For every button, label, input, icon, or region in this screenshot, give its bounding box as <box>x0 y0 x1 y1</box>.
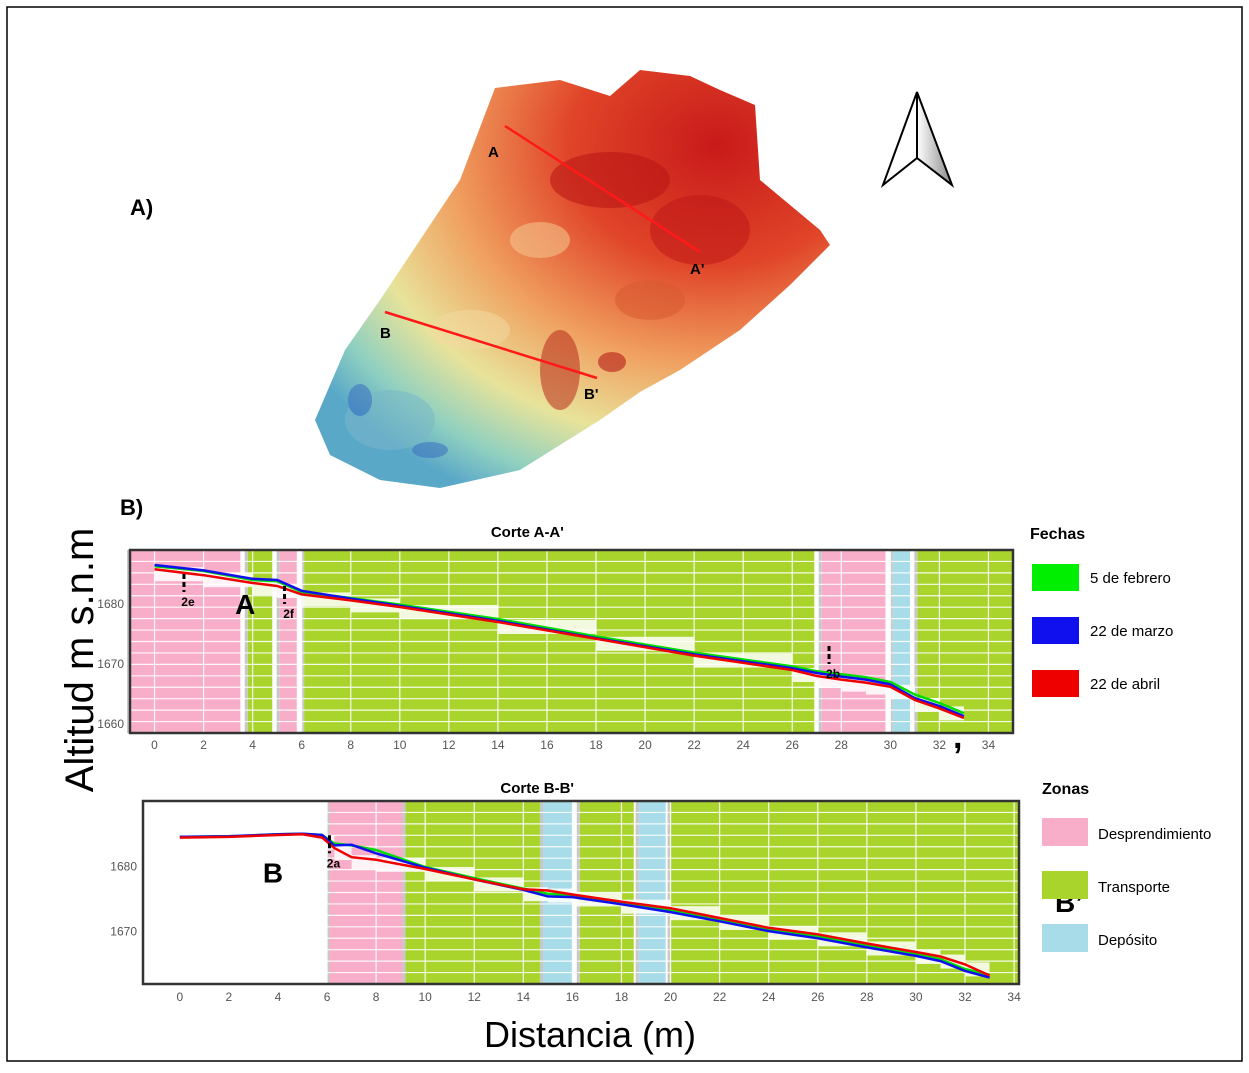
section-line-a <box>504 124 701 254</box>
x-tick-label: 22 <box>713 990 727 1004</box>
y-tick-label: 1680 <box>97 597 124 611</box>
legend-fechas-label: 5 de febrero <box>1090 570 1171 587</box>
x-tick-label: 32 <box>933 738 947 752</box>
stray-mark: , <box>953 718 962 756</box>
x-tick-label: 16 <box>540 738 554 752</box>
x-tick-label: 6 <box>324 990 331 1004</box>
chart-corte-bb: 0 2 4 6 8 10 12 14 16 18 20 22 24 26 28 30 32 3416701680C… <box>110 780 1083 1004</box>
north-arrow-icon <box>880 91 955 188</box>
section-marker-a: A <box>235 589 255 620</box>
legend-zonas-title: Zonas <box>1042 781 1089 798</box>
x-tick-label: 12 <box>468 990 482 1004</box>
x-tick-label: 0 <box>176 990 183 1004</box>
chart-title: Corte B-B' <box>500 780 574 797</box>
legend-fechas-label: 22 de marzo <box>1090 623 1173 640</box>
x-tick-label: 24 <box>737 738 751 752</box>
legend-fechas-title: Fechas <box>1030 526 1085 543</box>
profile-gap <box>179 835 229 850</box>
x-tick-label: 32 <box>958 990 972 1004</box>
chart-corte-aa: 0 2 4 6 8 10 12 14 16 18 20 22 24 26 28 30 32 34166016701… <box>97 524 1015 752</box>
legend-zonas-label: Desprendimiento <box>1098 826 1211 843</box>
legends: Fechas 5 de febrero 22 de marzo 22 de abril… <box>1030 526 1211 952</box>
x-tick-label: 20 <box>664 990 678 1004</box>
series-line-22-de-marzo <box>179 832 990 979</box>
x-tick-label: 16 <box>566 990 580 1004</box>
y-tick-label: 1670 <box>110 925 137 939</box>
x-tick-label: 30 <box>909 990 923 1004</box>
legend-zonas-swatch <box>1042 924 1088 952</box>
legend-zonas-swatch <box>1042 818 1088 846</box>
map-label-a-prime: A' <box>690 261 704 278</box>
x-tick-label: 2 <box>200 738 207 752</box>
outer-border <box>6 6 1243 1062</box>
x-tick-label: 34 <box>982 738 996 752</box>
profile-gap <box>277 832 303 847</box>
legend-zonas-label: Transporte <box>1098 879 1170 896</box>
map-label-a: A <box>488 144 499 161</box>
map-label-b: B <box>380 325 391 342</box>
x-tick-label: 22 <box>687 738 701 752</box>
y-tick-label: 1670 <box>97 657 124 671</box>
legend-zonas-swatch <box>1042 871 1088 899</box>
elevation-map: A A' B B' <box>315 70 830 488</box>
legend-fechas-swatch <box>1032 617 1079 644</box>
x-tick-label: 28 <box>835 738 849 752</box>
x-tick-label: 8 <box>373 990 380 1004</box>
section-line-b <box>384 310 598 380</box>
annotation-label: 2b <box>826 667 840 681</box>
shared-y-axis-label: Altitud m s.n.m <box>58 528 102 793</box>
x-tick-label: 24 <box>762 990 776 1004</box>
y-tick-label: 1680 <box>110 859 137 873</box>
legend-fechas-swatch <box>1032 564 1079 591</box>
x-tick-label: 18 <box>615 990 629 1004</box>
zone-separator <box>127 550 130 733</box>
legend-fechas-label: 22 de abril <box>1090 676 1160 693</box>
annotation-label: 2e <box>181 595 195 609</box>
x-tick-label: 12 <box>442 738 456 752</box>
plot-frame <box>141 799 1021 986</box>
x-tick-label: 34 <box>1007 990 1021 1004</box>
x-tick-label: 20 <box>638 738 652 752</box>
annotation-label: 2a <box>327 856 341 870</box>
x-tick-label: 2 <box>226 990 233 1004</box>
x-tick-label: 14 <box>491 738 505 752</box>
x-tick-label: 14 <box>517 990 531 1004</box>
panel-label-a: A) <box>130 195 154 220</box>
y-tick-label: 1660 <box>97 717 124 731</box>
x-tick-label: 28 <box>860 990 874 1004</box>
series-line-22-de-abril <box>154 567 965 720</box>
x-tick-label: 10 <box>393 738 407 752</box>
x-tick-label: 18 <box>589 738 603 752</box>
x-tick-label: 4 <box>275 990 282 1004</box>
x-tick-label: 26 <box>786 738 800 752</box>
x-tick-label: 6 <box>298 738 305 752</box>
x-tick-label: 30 <box>884 738 898 752</box>
panel-label-b: B) <box>120 495 144 520</box>
x-tick-label: 8 <box>347 738 354 752</box>
x-tick-label: 4 <box>249 738 256 752</box>
map-texture <box>345 152 750 458</box>
chart-title: Corte A-A' <box>491 524 564 541</box>
plot-frame <box>128 548 1015 735</box>
legend-fechas-swatch <box>1032 670 1079 697</box>
map-label-b-prime: B' <box>584 386 598 403</box>
section-marker-b: B <box>263 858 283 889</box>
series-line-22-de-abril <box>179 833 991 977</box>
legend-zonas-label: Depósito <box>1098 932 1157 949</box>
x-tick-label: 10 <box>419 990 433 1004</box>
shared-x-axis-label: Distancia (m) <box>484 1014 696 1055</box>
profile-gap <box>228 834 278 849</box>
annotation-label: 2f <box>283 607 295 621</box>
x-tick-label: 26 <box>811 990 825 1004</box>
x-tick-label: 0 <box>151 738 158 752</box>
map-raster <box>315 70 830 488</box>
